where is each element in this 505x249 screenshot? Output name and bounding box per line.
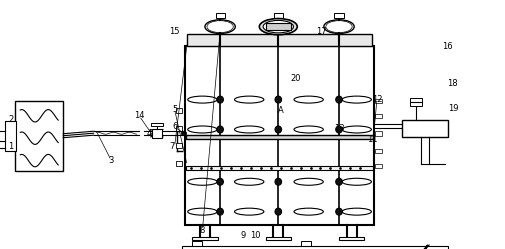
Ellipse shape: [216, 126, 223, 133]
Ellipse shape: [335, 208, 341, 215]
Ellipse shape: [275, 208, 281, 215]
Ellipse shape: [216, 96, 223, 103]
Bar: [175, 143, 182, 148]
Bar: [152, 129, 162, 138]
Bar: [374, 164, 381, 168]
Bar: [374, 149, 381, 153]
Bar: [374, 131, 381, 136]
Ellipse shape: [293, 96, 323, 103]
Text: 15: 15: [169, 27, 179, 36]
Text: 8: 8: [199, 226, 205, 235]
Bar: [300, 241, 311, 247]
Bar: [265, 237, 290, 240]
Bar: [192, 241, 202, 247]
Ellipse shape: [335, 178, 341, 185]
Bar: [185, 135, 373, 139]
Bar: [175, 161, 182, 166]
Ellipse shape: [275, 178, 281, 185]
Text: 1: 1: [9, 142, 14, 151]
Bar: [338, 237, 364, 240]
Text: 5: 5: [172, 105, 177, 114]
Ellipse shape: [187, 208, 217, 215]
Ellipse shape: [275, 126, 281, 133]
Bar: [175, 126, 182, 131]
Bar: [401, 120, 447, 137]
Text: 6: 6: [172, 123, 177, 131]
Text: 17: 17: [316, 27, 326, 36]
Bar: [5, 121, 16, 151]
Ellipse shape: [234, 96, 264, 103]
Text: 16: 16: [442, 42, 452, 51]
Ellipse shape: [293, 208, 323, 215]
Ellipse shape: [293, 126, 323, 133]
Text: 19: 19: [447, 104, 457, 113]
Ellipse shape: [234, 208, 264, 215]
Text: A: A: [277, 106, 283, 115]
Ellipse shape: [341, 96, 371, 103]
Ellipse shape: [234, 178, 264, 185]
Ellipse shape: [341, 126, 371, 133]
Ellipse shape: [205, 20, 235, 33]
Text: 18: 18: [447, 79, 457, 88]
Text: 10: 10: [250, 231, 260, 240]
Bar: [374, 99, 381, 103]
Bar: [334, 13, 343, 18]
Text: 14: 14: [134, 111, 144, 120]
Text: 2: 2: [9, 115, 14, 124]
Text: 7: 7: [169, 142, 174, 151]
Bar: [215, 13, 224, 18]
Text: 12: 12: [371, 95, 381, 104]
Text: 4: 4: [146, 129, 152, 138]
Bar: [182, 246, 447, 249]
Bar: [409, 98, 421, 106]
Ellipse shape: [187, 96, 217, 103]
Ellipse shape: [335, 96, 341, 103]
Bar: [265, 23, 290, 30]
Bar: [15, 101, 63, 171]
Bar: [150, 123, 163, 126]
Bar: [175, 108, 182, 113]
Ellipse shape: [341, 208, 371, 215]
Bar: [187, 34, 371, 46]
Ellipse shape: [263, 20, 293, 33]
Text: 11: 11: [366, 135, 376, 144]
Bar: [185, 166, 373, 170]
Ellipse shape: [335, 126, 341, 133]
Text: 13: 13: [333, 124, 343, 133]
Ellipse shape: [275, 96, 281, 103]
Ellipse shape: [259, 19, 297, 35]
Text: 20: 20: [290, 74, 300, 83]
Ellipse shape: [293, 178, 323, 185]
Text: 3: 3: [109, 156, 114, 165]
Text: 9: 9: [240, 231, 245, 240]
Ellipse shape: [263, 20, 293, 33]
Ellipse shape: [323, 20, 353, 33]
Bar: [192, 237, 217, 240]
Ellipse shape: [216, 208, 223, 215]
Bar: [273, 13, 282, 18]
Ellipse shape: [341, 178, 371, 185]
Ellipse shape: [187, 178, 217, 185]
Bar: [184, 46, 374, 225]
Ellipse shape: [187, 126, 217, 133]
Ellipse shape: [216, 178, 223, 185]
Ellipse shape: [234, 126, 264, 133]
Bar: [374, 114, 381, 118]
